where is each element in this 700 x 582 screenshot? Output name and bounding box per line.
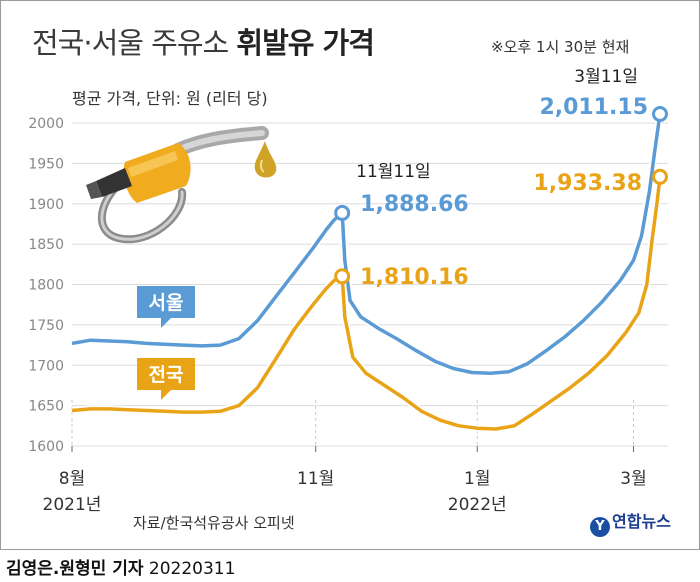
series-layer bbox=[71, 105, 668, 433]
credit-line: 김영은.원형민 기자 20220311 bbox=[6, 554, 235, 579]
x-tick-label: 1월 bbox=[464, 469, 490, 489]
author: 김영은.원형민 기자 bbox=[6, 559, 144, 579]
x-tick-sublabel: 2022년 bbox=[448, 495, 507, 515]
series-tag-seoul: 서울 bbox=[137, 286, 195, 328]
data-label-national-mar: 1,933.38 bbox=[533, 171, 642, 196]
x-tick-label: 8월 bbox=[59, 469, 85, 489]
series-tag-label-national: 전국 bbox=[149, 364, 184, 386]
highlight-marker-seoul bbox=[334, 204, 351, 221]
y-tick-label: 1950 bbox=[28, 156, 64, 172]
time-note: ※오후 1시 30분 현재 bbox=[491, 38, 630, 56]
y-tick-label: 1750 bbox=[28, 318, 64, 334]
y-tick-label: 1600 bbox=[28, 439, 64, 455]
title-light: 전국·서울 주유소 bbox=[32, 26, 229, 60]
date-label-nov: 11월11일 bbox=[356, 162, 431, 182]
logo-mark-icon: Y bbox=[590, 517, 610, 537]
date-label-mar: 3월11일 bbox=[574, 67, 638, 87]
y-tick-label: 1900 bbox=[28, 197, 64, 213]
y-tick-label: 1800 bbox=[28, 278, 64, 294]
grid-layer: 1600 1650 1700 1750 1800 1850 1900 1950 2000 8월 20… bbox=[28, 116, 668, 515]
source-note: 자료/한국석유공사 오피넷 bbox=[133, 514, 295, 532]
y-tick-label: 1650 bbox=[28, 399, 64, 415]
fuel-nozzle-icon bbox=[86, 126, 277, 244]
data-label-national-nov: 1,810.16 bbox=[360, 265, 469, 290]
label-layer: 1,888.66 11월11일 1,810.16 2,011.15 3월11일 1,933… bbox=[137, 67, 648, 400]
data-label-seoul-nov: 1,888.66 bbox=[360, 192, 469, 217]
x-tick-label: 3월 bbox=[620, 469, 646, 489]
series-tag-bubble-national bbox=[137, 358, 195, 400]
highlight-marker-national bbox=[652, 168, 668, 185]
data-label-seoul-mar: 2,011.15 bbox=[539, 95, 648, 120]
series-tag-national: 전국 bbox=[137, 358, 195, 400]
highlight-marker-seoul bbox=[652, 105, 668, 122]
highlight-marker-national bbox=[334, 268, 351, 285]
logo-text: 연합뉴스 bbox=[612, 512, 671, 531]
credit-date: 20220311 bbox=[148, 559, 236, 579]
series-tag-label-seoul: 서울 bbox=[149, 292, 184, 314]
unit-note: 평균 가격, 단위: 원 (리터 당) bbox=[72, 89, 268, 108]
y-tick-label: 1700 bbox=[28, 358, 64, 374]
page-title: 전국·서울 주유소 휘발유 가격 bbox=[32, 20, 375, 62]
title-bold: 휘발유 가격 bbox=[236, 26, 374, 60]
chart: 1600 1650 1700 1750 1800 1850 1900 1950 2000 8월 20… bbox=[28, 67, 668, 515]
x-tick-label: 11월 bbox=[297, 469, 334, 489]
y-tick-label: 1850 bbox=[28, 237, 64, 253]
x-tick-sublabel: 2021년 bbox=[43, 495, 102, 515]
yonhap-logo: Y 연합뉴스 bbox=[590, 508, 671, 537]
y-tick-label: 2000 bbox=[28, 116, 64, 132]
series-tag-bubble-seoul bbox=[137, 286, 195, 328]
